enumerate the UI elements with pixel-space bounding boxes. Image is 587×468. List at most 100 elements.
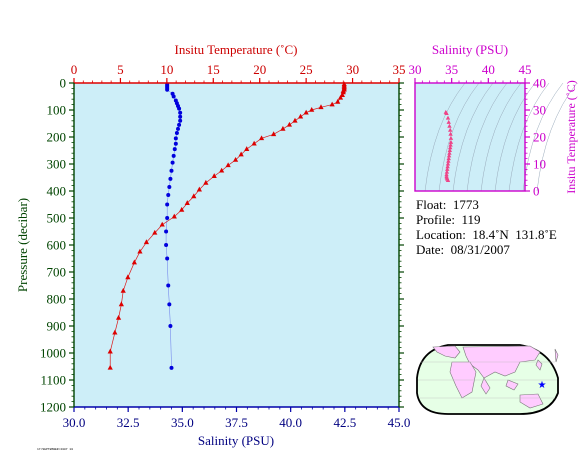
salinity-point (164, 229, 169, 234)
float-location-marker: ★ (538, 380, 547, 391)
temperature-point (125, 274, 131, 280)
ts-point (445, 161, 451, 166)
world-map-inset: ★ (416, 344, 559, 415)
salinity-point (173, 136, 178, 141)
temperature-point (251, 140, 257, 146)
ts-point (446, 119, 451, 124)
salinity-point (177, 106, 182, 111)
temperature-point (219, 167, 225, 173)
temperature-point (112, 329, 118, 335)
density-contour (466, 82, 508, 192)
main-axis-ticks: 0 5 10 15 20 25 30 35 30.0 32.5 35.0 37.5 40.0 42.5 45… (40, 62, 410, 430)
temperature-point (184, 200, 190, 205)
density-contour (438, 82, 480, 192)
density-contour (452, 82, 494, 192)
salinity-point (170, 160, 175, 165)
main-series-layer (107, 81, 347, 370)
temperature-point (143, 239, 150, 245)
inset-temperature-tick-label: 30 (533, 103, 546, 118)
salinity-tick-label: 37.5 (225, 415, 248, 430)
inset-temperature-tick-label: 10 (533, 157, 546, 172)
inset-salinity-tick-label: 35 (445, 62, 458, 77)
temperature-tick-label: 0 (71, 62, 78, 77)
ts-point (447, 150, 452, 155)
salinity-point (167, 184, 172, 189)
left-axis-title: Pressure (decibar) (15, 198, 30, 292)
ts-point (446, 158, 451, 163)
float-info-date: Date: 08/31/2007 (416, 242, 510, 257)
ts-point (445, 115, 451, 120)
ts-point (448, 127, 453, 132)
pressure-tick-label: 700 (47, 265, 67, 280)
temperature-tick-label: 5 (117, 62, 124, 77)
density-contour (424, 82, 466, 192)
salinity-point (174, 130, 179, 135)
temperature-point (191, 193, 197, 199)
salinity-point (166, 283, 171, 288)
pressure-tick-label: 1100 (40, 373, 66, 388)
float-info-profile: Profile: 119 (416, 212, 481, 227)
temperature-point (339, 92, 345, 97)
salinity-tick-label: 35.0 (171, 415, 194, 430)
temperature-point (196, 186, 202, 192)
salinity-point (178, 110, 183, 115)
ts-point (445, 166, 450, 171)
temperature-point (292, 117, 298, 123)
temperature-point (286, 121, 293, 127)
temperature-point (297, 113, 304, 119)
inset-temperature-tick-label: 20 (533, 130, 546, 145)
pressure-tick-label: 600 (47, 238, 67, 253)
inset-right-axis-title: Insitu Temperature (˚C) (564, 80, 578, 194)
temperature-point (337, 94, 344, 100)
salinity-point (168, 176, 173, 181)
temperature-point (232, 156, 239, 162)
temperature-point (107, 364, 113, 370)
ts-point (448, 131, 453, 136)
pressure-tick-label: 1000 (40, 346, 66, 361)
salinity-point (172, 147, 177, 152)
ts-point (447, 148, 453, 152)
temperature-point (303, 109, 309, 115)
salinity-point (178, 118, 183, 123)
float-info-location: Location: 18.4˚N 131.8˚E (416, 227, 557, 242)
temperature-point (203, 179, 209, 185)
density-contour (480, 82, 522, 192)
temperature-point (329, 101, 335, 107)
salinity-point (173, 141, 178, 146)
salinity-point (176, 126, 180, 131)
temperature-point (271, 131, 277, 137)
figure-stamp: 17/SEPTEMBER/2007 10 (37, 447, 73, 451)
salinity-point (169, 365, 174, 370)
temperature-point (258, 135, 265, 141)
ts-point (448, 145, 453, 150)
inset-salinity-tick-label: 45 (519, 62, 532, 77)
bottom-axis-title: Salinity (PSU) (198, 433, 274, 448)
temperature-tick-label: 25 (300, 62, 313, 77)
inset-salinity-tick-label: 30 (409, 62, 422, 77)
pressure-tick-label: 1200 (40, 400, 66, 415)
pressure-tick-label: 900 (47, 319, 67, 334)
pressure-tick-label: 300 (47, 157, 67, 172)
inset-salinity-tick-label: 40 (482, 62, 495, 77)
temperature-tick-label: 15 (207, 62, 220, 77)
temperature-salinity-profile-chart: 0 5 10 15 20 25 30 35 30.0 32.5 35.0 37.5 40.0 42.5 45… (15, 42, 410, 448)
temperature-tick-label: 20 (253, 62, 266, 77)
pressure-tick-label: 0 (60, 76, 67, 91)
temperature-point (107, 348, 113, 354)
top-axis-title: Insitu Temperature (˚C) (174, 42, 297, 57)
pressure-tick-label: 400 (47, 184, 67, 199)
ts-point (448, 142, 453, 147)
salinity-tick-label: 32.5 (117, 415, 140, 430)
temperature-point (335, 98, 341, 104)
inset-plot-area (415, 83, 525, 191)
temperature-point (120, 287, 126, 293)
ts-point (448, 135, 454, 140)
temperature-point (238, 151, 244, 157)
temperature-point (244, 146, 250, 151)
salinity-point (171, 153, 176, 158)
ts-point (446, 156, 451, 161)
salinity-point (165, 87, 170, 92)
inset-frame (414, 82, 526, 192)
